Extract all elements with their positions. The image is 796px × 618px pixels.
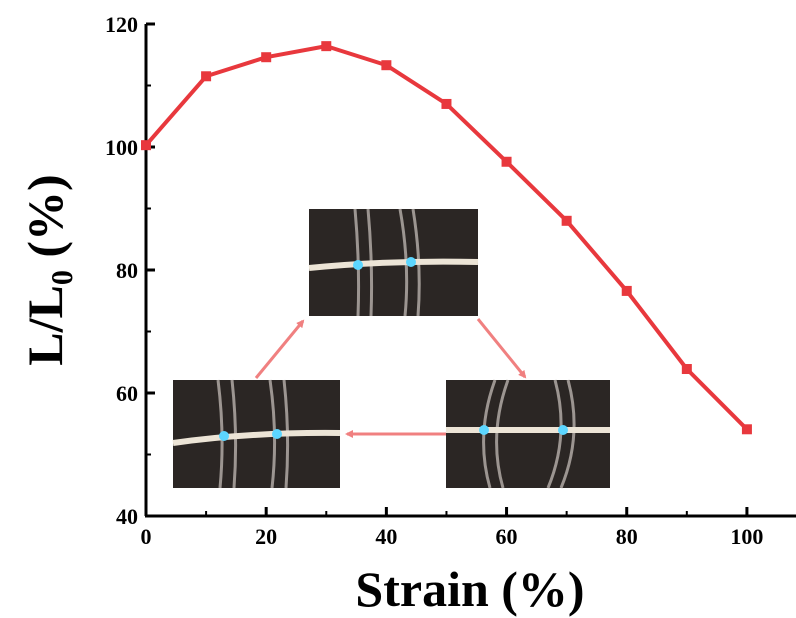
y-tick-label: 60: [116, 381, 138, 406]
x-tick-label: 80: [616, 524, 638, 549]
y-tick-label: 120: [105, 12, 138, 37]
data-point: [561, 215, 572, 226]
data-point: [621, 285, 632, 296]
y-tick-label: 40: [116, 504, 138, 529]
y-tick-label: 80: [116, 258, 138, 283]
photo: [308, 208, 479, 317]
arrow: [254, 319, 305, 379]
x-tick-label: 40: [375, 524, 397, 549]
x-axis-label: Strain (%): [355, 561, 584, 617]
y-axis-label: L/L₀ (%): [17, 174, 73, 365]
x-tick-label: 60: [496, 524, 518, 549]
x-tick-label: 100: [730, 524, 763, 549]
y-tick-label: 100: [105, 135, 138, 160]
axes: [144, 22, 796, 518]
data-point: [441, 98, 452, 109]
data-point: [741, 424, 752, 435]
photo: [446, 379, 610, 489]
x-tick-label: 20: [255, 524, 277, 549]
data-point: [141, 140, 151, 151]
data-point: [261, 52, 272, 63]
x-tick-label: 0: [141, 524, 152, 549]
data-point: [381, 60, 392, 71]
data-point: [321, 41, 332, 52]
data-point: [501, 156, 512, 167]
photo: [172, 379, 341, 489]
photo-insets: [172, 208, 610, 489]
arrow: [476, 318, 527, 379]
data-point: [681, 364, 692, 375]
data-point: [201, 71, 212, 82]
